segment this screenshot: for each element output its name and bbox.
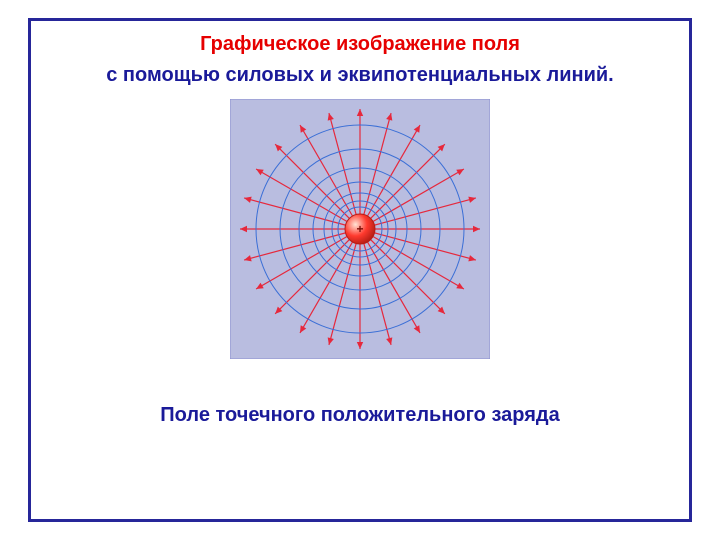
title-line-1: Графическое изображение поля	[31, 33, 689, 56]
title-line-2: с помощью силовых и эквипотенциальных ли…	[31, 64, 689, 87]
svg-text:+: +	[356, 222, 363, 236]
diagram-container: +	[31, 99, 689, 364]
slide-frame: Графическое изображение поля с помощью с…	[28, 18, 692, 522]
diagram-caption: Поле точечного положительного заряда	[31, 404, 689, 427]
point-charge-field-diagram: +	[230, 99, 490, 359]
